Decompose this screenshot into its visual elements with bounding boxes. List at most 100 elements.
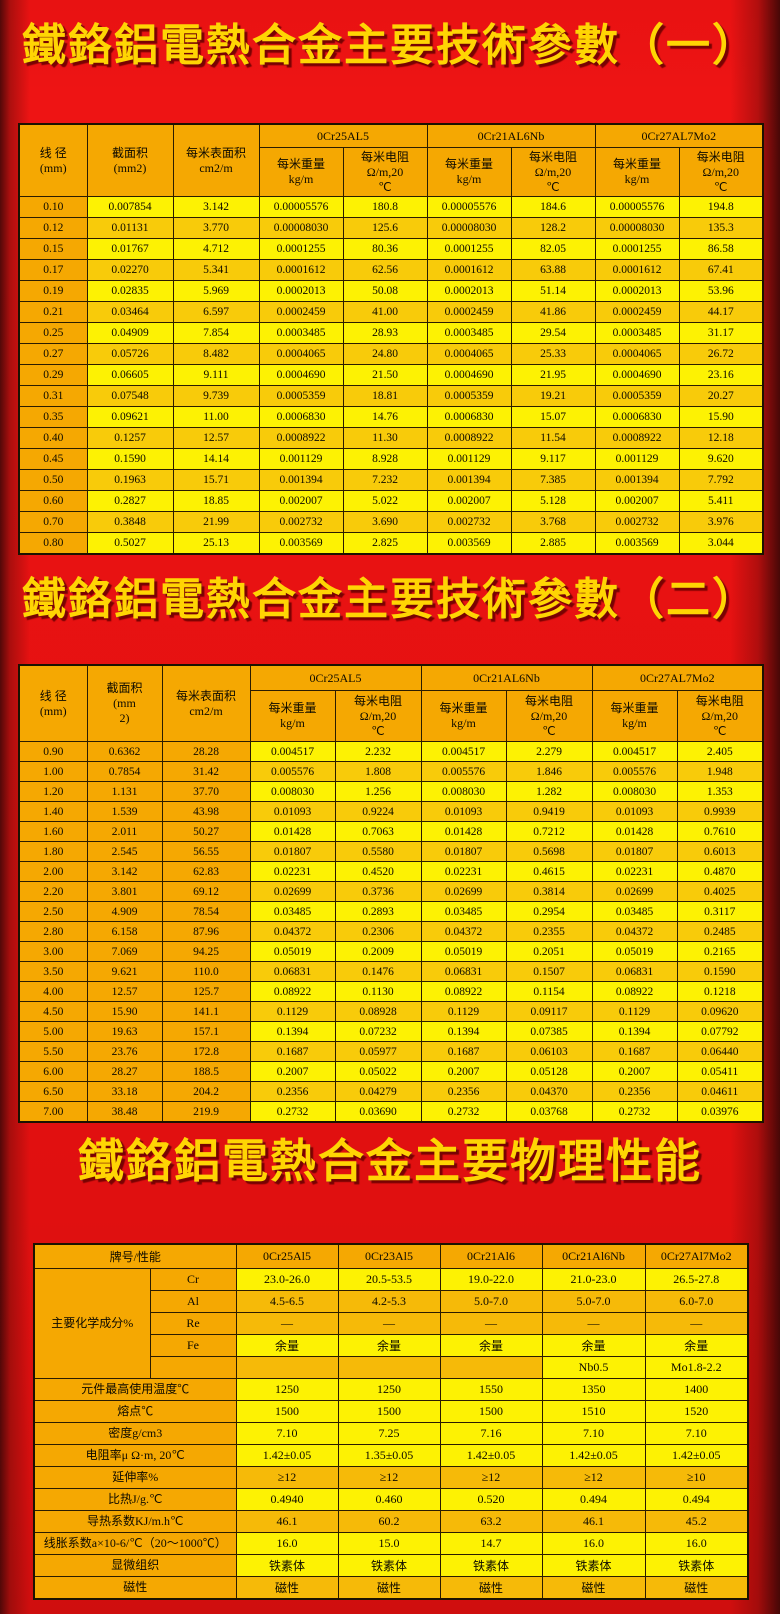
- wire-diameter-cell: 0.15: [18, 238, 88, 260]
- element-label: Cr: [149, 1268, 237, 1291]
- value-cell: 1250: [235, 1378, 339, 1401]
- wire-diameter-cell: 5.00: [18, 1021, 88, 1042]
- value-cell: 0.0002013: [594, 280, 680, 302]
- table-row: 5.50 23.76 172.8 0.1687 0.05977 0.1687 0.06103…: [18, 1041, 764, 1062]
- value-cell: 29.54: [510, 322, 596, 344]
- value-cell: 0.002732: [258, 511, 344, 533]
- table-row: 0.60 0.2827 18.85 0.002007 5.022 0.002007 5.12…: [18, 490, 764, 512]
- value-cell: 180.8: [342, 196, 428, 218]
- value-cell: 0.02835: [86, 280, 174, 302]
- value-cell: 0.0002459: [258, 301, 344, 323]
- value-cell: 9.621: [86, 961, 163, 982]
- title-physical-properties: 鐵鉻鋁電熱合金主要物理性能: [78, 1134, 702, 1188]
- wire-diameter-cell: 2.80: [18, 921, 88, 942]
- value-cell: 9.117: [510, 448, 596, 470]
- value-cell: 0.02699: [591, 881, 678, 902]
- value-cell: 0.001394: [258, 469, 344, 491]
- value-cell: —: [439, 1312, 543, 1335]
- value-cell: 0.004517: [420, 741, 507, 762]
- value-cell: 0.2485: [676, 921, 764, 942]
- value-cell: 5.0-7.0: [541, 1290, 646, 1313]
- value-cell: 0.07232: [334, 1021, 422, 1042]
- value-cell: Nb0.5: [541, 1356, 646, 1379]
- value-cell: 20.5-53.5: [337, 1268, 441, 1291]
- value-cell: 21.50: [342, 364, 428, 386]
- value-cell: 0.01428: [591, 821, 678, 842]
- table-subheader-row: 每米重量 kg/m 每米电阻 Ω/m,20 ℃ 每米重量 kg/m 每米电阻 Ω…: [19, 147, 764, 197]
- table-row: 0.80 0.5027 25.13 0.003569 2.825 0.003569 2.88…: [18, 532, 764, 555]
- value-cell: 0.2356: [249, 1081, 336, 1102]
- value-cell: 7.10: [235, 1422, 339, 1445]
- col-header-resistance: 每米电阻 Ω/m,20 ℃: [505, 690, 593, 742]
- value-cell: [439, 1356, 543, 1379]
- value-cell: 12.57: [86, 981, 163, 1002]
- value-cell: 0.0006830: [594, 406, 680, 428]
- wire-diameter-cell: 0.60: [18, 490, 88, 512]
- value-cell: 1250: [337, 1378, 441, 1401]
- value-cell: 1500: [337, 1400, 441, 1423]
- table-row: 0.27 0.05726 8.482 0.0004065 24.80 0.0004065 2…: [18, 343, 764, 365]
- value-cell: 0.1687: [420, 1041, 507, 1062]
- element-label: [149, 1356, 237, 1379]
- table-row: 1.00 0.7854 31.42 0.005576 1.808 0.005576 1.84…: [18, 761, 764, 782]
- col-header-weight: 每米重量 kg/m: [594, 147, 680, 197]
- wire-diameter-cell: 0.90: [18, 741, 88, 762]
- chem-group-label: 主要化学成分%: [33, 1268, 151, 1379]
- value-cell: 0.04372: [249, 921, 336, 942]
- wire-diameter-cell: 0.25: [18, 322, 88, 344]
- value-cell: 0.7212: [505, 821, 593, 842]
- wire-diameter-cell: 6.50: [18, 1081, 88, 1102]
- col-header-resistance: 每米电阻 Ω/m,20 ℃: [510, 147, 596, 197]
- value-cell: 0.008030: [420, 781, 507, 802]
- value-cell: 余量: [235, 1334, 339, 1357]
- value-cell: 0.004517: [249, 741, 336, 762]
- col-header-surface-area: 每米表面积 cm2/m: [161, 664, 251, 742]
- value-cell: 0.2893: [334, 901, 422, 922]
- table-row: 1.80 2.545 56.55 0.01807 0.5580 0.01807 0.5698…: [18, 841, 764, 862]
- value-cell: 0.3814: [505, 881, 593, 902]
- value-cell: 0.05019: [591, 941, 678, 962]
- wire-diameter-cell: 2.50: [18, 901, 88, 922]
- value-cell: 0.002007: [594, 490, 680, 512]
- value-cell: 7.25: [337, 1422, 441, 1445]
- value-cell: 62.83: [161, 861, 251, 882]
- value-cell: 0.05019: [249, 941, 336, 962]
- value-cell: 0.0008922: [258, 427, 344, 449]
- value-cell: 86.58: [678, 238, 764, 260]
- value-cell: 28.28: [161, 741, 251, 762]
- value-cell: 80.36: [342, 238, 428, 260]
- value-cell: 204.2: [161, 1081, 251, 1102]
- table-row: 3.00 7.069 94.25 0.05019 0.2009 0.05019 0.2051…: [18, 941, 764, 962]
- value-cell: 28.27: [86, 1061, 163, 1082]
- value-cell: 0.6362: [86, 741, 163, 762]
- value-cell: 21.0-23.0: [541, 1268, 646, 1291]
- value-cell: 铁素体: [439, 1554, 543, 1577]
- property-row: 导热系数KJ/m.h℃ 46.1 60.2 63.2 46.1 45.2: [33, 1510, 749, 1533]
- element-label: Al: [149, 1290, 237, 1313]
- value-cell: 125.6: [342, 217, 428, 239]
- value-cell: [235, 1356, 339, 1379]
- table-row: 0.25 0.04909 7.854 0.0003485 28.93 0.0003485 2…: [18, 322, 764, 344]
- value-cell: 0.0004690: [426, 364, 512, 386]
- value-cell: 0.03485: [249, 901, 336, 922]
- value-cell: 20.27: [678, 385, 764, 407]
- value-cell: 0.02231: [420, 861, 507, 882]
- col-header-wire-diameter: 线 径 (mm): [18, 664, 88, 742]
- wire-diameter-cell: 0.10: [18, 196, 88, 218]
- value-cell: 0.001129: [258, 448, 344, 470]
- value-cell: 0.06831: [249, 961, 336, 982]
- value-cell: 0.0002013: [426, 280, 512, 302]
- value-cell: 194.8: [678, 196, 764, 218]
- value-cell: 0.1394: [249, 1021, 336, 1042]
- table-row: 0.40 0.1257 12.57 0.0008922 11.30 0.0008922 11…: [18, 427, 764, 449]
- value-cell: 0.007854: [86, 196, 174, 218]
- table-row: 1.40 1.539 43.98 0.01093 0.9224 0.01093 0.9419…: [18, 801, 764, 822]
- value-cell: 0.0004690: [594, 364, 680, 386]
- col-header-weight: 每米重量 kg/m: [249, 690, 336, 742]
- value-cell: 0.2356: [420, 1081, 507, 1102]
- property-row: 延伸率% ≥12 ≥12 ≥12 ≥12 ≥10: [33, 1466, 749, 1489]
- value-cell: 46.1: [541, 1510, 646, 1533]
- value-cell: 0.01807: [249, 841, 336, 862]
- value-cell: 0.01807: [591, 841, 678, 862]
- value-cell: 7.069: [86, 941, 163, 962]
